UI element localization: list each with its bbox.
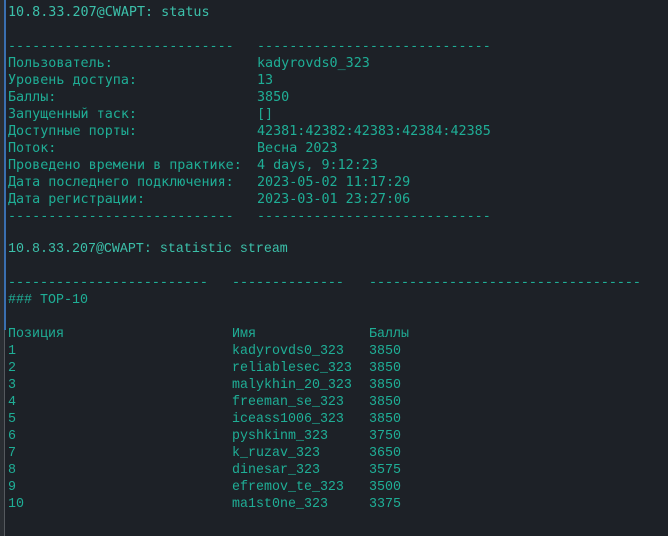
table-cell: 3850 bbox=[369, 344, 401, 359]
table-cell: 9 bbox=[8, 480, 17, 495]
table-cell: 3 bbox=[8, 378, 17, 393]
table-cell: ma1st0ne_323 bbox=[232, 497, 328, 512]
table-cell: 7 bbox=[8, 446, 17, 461]
status-value: [] bbox=[257, 107, 274, 122]
table-cell: reliablesec_323 bbox=[232, 361, 352, 376]
table-cell: kadyrovds0_323 bbox=[232, 344, 344, 359]
table-cell: 3575 bbox=[369, 463, 401, 478]
status-value: kadyrovds0_323 bbox=[257, 56, 370, 71]
left-window-strip bbox=[0, 0, 4, 536]
column-header: Имя bbox=[232, 327, 256, 342]
table-cell: 3850 bbox=[369, 361, 401, 376]
status-label: Запущенный таск: bbox=[8, 107, 137, 122]
table-cell: pyshkinm_323 bbox=[232, 429, 328, 444]
top-title: ### TOP-10 bbox=[8, 293, 88, 308]
table-cell: 3850 bbox=[369, 378, 401, 393]
table-cell: 8 bbox=[8, 463, 17, 478]
table-cell: malykhin_20_323 bbox=[232, 378, 352, 393]
status-label: Проведено времени в практике: bbox=[8, 158, 242, 173]
table-cell: k_ruzav_323 bbox=[232, 446, 320, 461]
status-value: 4 days, 9:12:23 bbox=[257, 158, 378, 173]
table-cell: efremov_te_323 bbox=[232, 480, 344, 495]
separator: ------------------------- bbox=[8, 276, 208, 291]
separator: ----------------------------- bbox=[257, 39, 491, 54]
table-cell: 1 bbox=[8, 344, 17, 359]
separator: ---------------------------- bbox=[8, 39, 234, 54]
terminal-scroll-indicator bbox=[4, 0, 6, 330]
stream-command-line: 10.8.33.207@CWAPT: statistic stream bbox=[8, 242, 288, 257]
table-cell: 10 bbox=[8, 497, 25, 512]
table-cell: 3500 bbox=[369, 480, 401, 495]
status-label: Доступные порты: bbox=[8, 124, 137, 139]
separator: -------------- bbox=[232, 276, 344, 291]
status-command-line: 10.8.33.207@CWAPT: status bbox=[8, 5, 210, 20]
status-label: Дата последнего подключения: bbox=[8, 175, 234, 190]
status-value: 3850 bbox=[257, 90, 290, 105]
table-cell: 3375 bbox=[369, 497, 401, 512]
status-label: Уровень доступа: bbox=[8, 73, 137, 88]
table-cell: 2 bbox=[8, 361, 17, 376]
status-value: 2023-05-02 11:17:29 bbox=[257, 175, 411, 190]
table-cell: 3850 bbox=[369, 412, 401, 427]
status-value: 42381:42382:42383:42384:42385 bbox=[257, 124, 491, 139]
table-cell: iceass1006_323 bbox=[232, 412, 344, 427]
status-label: Пользователь: bbox=[8, 56, 113, 71]
table-cell: freeman_se_323 bbox=[232, 395, 344, 410]
column-header: Баллы bbox=[369, 327, 409, 342]
status-value: 13 bbox=[257, 73, 274, 88]
table-cell: 3850 bbox=[369, 395, 401, 410]
separator: ---------------------------- bbox=[8, 209, 234, 224]
status-label: Баллы: bbox=[8, 90, 57, 105]
status-value: Весна 2023 bbox=[257, 141, 338, 156]
table-cell: 3650 bbox=[369, 446, 401, 461]
column-header: Позиция bbox=[8, 327, 64, 342]
status-label: Поток: bbox=[8, 141, 57, 156]
table-cell: dinesar_323 bbox=[232, 463, 320, 478]
separator: ----------------------------- bbox=[257, 209, 491, 224]
terminal-edge bbox=[4, 330, 5, 536]
table-cell: 5 bbox=[8, 412, 17, 427]
table-cell: 3750 bbox=[369, 429, 401, 444]
separator: ---------------------------------- bbox=[369, 276, 641, 291]
table-cell: 4 bbox=[8, 395, 17, 410]
status-value: 2023-03-01 23:27:06 bbox=[257, 192, 411, 207]
status-label: Дата регистрации: bbox=[8, 192, 146, 207]
table-cell: 6 bbox=[8, 429, 17, 444]
